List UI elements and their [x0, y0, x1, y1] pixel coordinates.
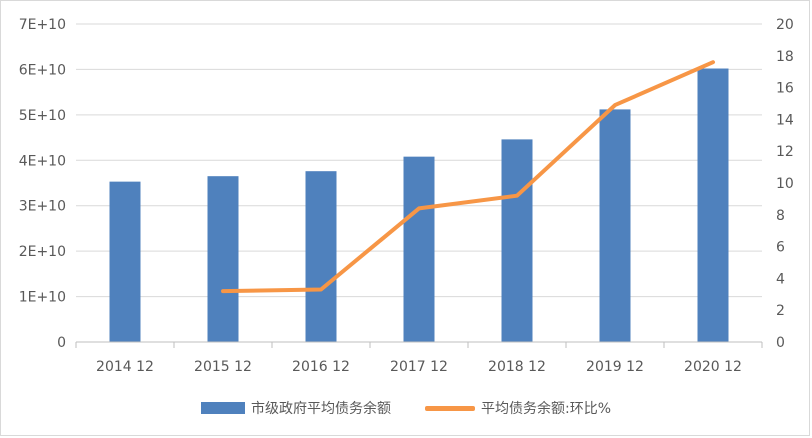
- x-axis-tick-label: 2014 12: [96, 359, 154, 375]
- right-axis-tick-label: 6: [776, 240, 785, 256]
- line-series-path: [221, 60, 715, 294]
- left-axis-tick-label: 3E+10: [19, 199, 66, 215]
- right-axis-tick-label: 0: [776, 335, 785, 351]
- legend-item-line: 平均债务余额:环比%: [424, 398, 612, 418]
- right-axis-tick-label: 8: [776, 208, 785, 224]
- x-axis-tick-label: 2016 12: [292, 359, 350, 375]
- right-axis-tick-label: 14: [776, 112, 794, 128]
- bar: [207, 176, 239, 342]
- right-axis-tick-label: 10: [776, 176, 794, 192]
- x-axis-tick-label: 2017 12: [390, 359, 448, 375]
- bar: [403, 156, 435, 342]
- bar: [599, 109, 631, 342]
- bar: [501, 139, 533, 342]
- right-axis-tick-label: 18: [776, 49, 794, 65]
- bar: [697, 68, 729, 343]
- x-axis-tick-label: 2018 12: [488, 359, 546, 375]
- right-axis-ticks: 0 2 4 6 8 10 12 14 16 18 20: [776, 17, 794, 351]
- x-axis: 2014 12 2015 12 2016 12 2017 12 2018 12 2019 …: [75, 341, 763, 375]
- left-axis-tick-label: 6E+10: [19, 62, 66, 78]
- legend: 市级政府平均债务余额 平均债务余额:环比%: [0, 396, 812, 420]
- left-axis-tick-label: 4E+10: [19, 153, 66, 169]
- x-axis-tick-label: 2015 12: [194, 359, 252, 375]
- legend-swatch-bar: [200, 402, 245, 414]
- x-axis-tick-label: 2019 12: [586, 359, 644, 375]
- right-axis-tick-label: 16: [776, 81, 794, 97]
- right-axis-tick-label: 4: [776, 271, 785, 287]
- left-axis-tick-label: 0: [57, 335, 66, 351]
- left-axis-tick-label: 1E+10: [19, 290, 66, 306]
- legend-label-line: 平均债务余额:环比%: [480, 401, 612, 417]
- left-axis-tick-label: 5E+10: [19, 108, 66, 124]
- legend-label-bar: 市级政府平均债务余额: [250, 401, 391, 417]
- left-axis-tick-label: 2E+10: [19, 244, 66, 260]
- right-axis-tick-label: 12: [776, 144, 794, 160]
- bar-series: [109, 68, 729, 343]
- legend-item-bar: 市级政府平均债务余额: [200, 398, 391, 418]
- bar: [109, 181, 141, 342]
- line-series: [221, 60, 715, 294]
- gridlines: [76, 23, 762, 298]
- left-axis-tick-label: 7E+10: [19, 17, 66, 33]
- legend-swatch-line: [424, 405, 475, 411]
- bar: [305, 171, 337, 342]
- x-axis-tick-label: 2020 12: [684, 359, 742, 375]
- right-axis-tick-label: 20: [776, 17, 794, 33]
- right-axis-tick-label: 2: [776, 303, 785, 319]
- left-axis-ticks: 0 1E+10 2E+10 3E+10 4E+10 5E+10 6E+10 7E+10: [19, 17, 66, 351]
